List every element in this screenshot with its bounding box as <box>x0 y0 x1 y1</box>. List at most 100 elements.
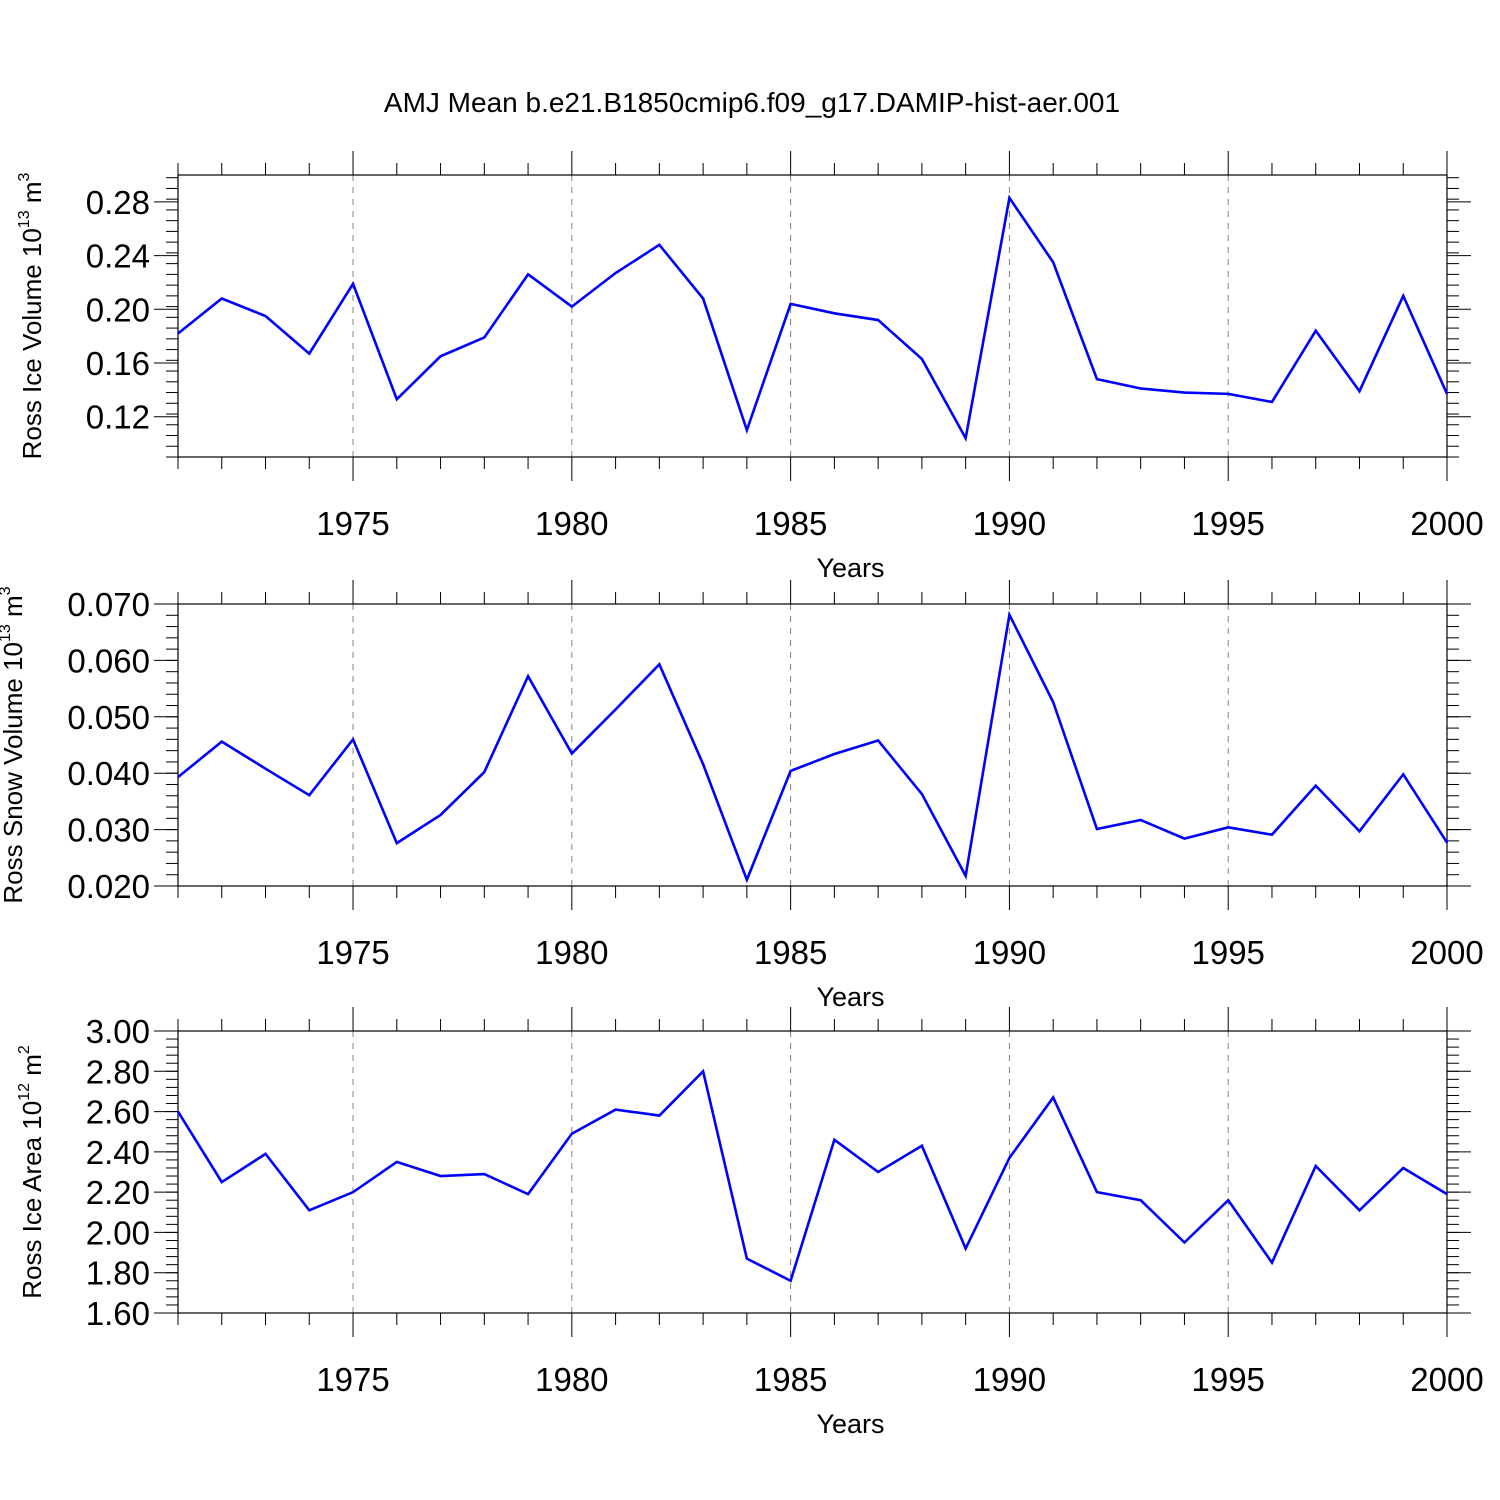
x-tick-label: 1990 <box>973 505 1046 542</box>
data-point <box>1096 378 1098 380</box>
data-point <box>1314 784 1317 787</box>
y-tick-label: 0.070 <box>67 586 150 623</box>
y-axis-title: Ross Ice Volume 1013 m3 <box>16 172 47 459</box>
data-point <box>1096 828 1098 830</box>
data-point <box>1227 1199 1230 1201</box>
plot-frame <box>177 1030 1448 1314</box>
data-point <box>746 429 748 431</box>
data-point <box>964 1247 967 1250</box>
data-point <box>877 319 879 321</box>
y-tick-label: 1.60 <box>86 1295 150 1332</box>
data-point <box>1314 329 1317 332</box>
data-point <box>921 358 923 360</box>
data-point <box>1402 295 1405 297</box>
data-point <box>921 793 923 795</box>
series-line <box>177 194 1449 443</box>
data-point <box>177 332 179 335</box>
data-point <box>833 753 836 755</box>
data-point <box>527 273 529 276</box>
data-point <box>264 767 267 770</box>
x-tick-label: 2000 <box>1410 934 1483 971</box>
data-point <box>264 315 267 317</box>
data-point <box>571 752 573 755</box>
data-point <box>614 1108 617 1111</box>
x-tick-label: 1980 <box>535 1361 608 1398</box>
panels: 0.12 0.16 0.20 0.24 0.28 1975 1980 1985 1990 1995… <box>0 151 1484 1439</box>
x-tick-label: 1995 <box>1191 505 1264 542</box>
data-point <box>1008 1157 1011 1159</box>
data-point <box>1271 401 1273 403</box>
data-point <box>964 875 967 877</box>
data-point <box>308 794 311 796</box>
y-tick-label: 0.16 <box>86 345 150 382</box>
x-tick-label: 1975 <box>316 505 389 542</box>
y-tick-label: 1.80 <box>86 1255 150 1292</box>
data-point <box>1183 837 1186 840</box>
data-point <box>1402 1167 1405 1169</box>
data-point <box>702 1070 704 1073</box>
data-point <box>789 303 792 305</box>
data-point <box>308 1209 311 1212</box>
data-point <box>1139 819 1142 821</box>
data-point <box>746 878 748 881</box>
y-tick-label: 0.20 <box>86 291 150 328</box>
data-point <box>789 770 792 772</box>
data-point <box>1139 387 1142 390</box>
y-tick-label: 0.28 <box>86 184 150 221</box>
x-tick-label: 1975 <box>316 934 389 971</box>
y-tick-label: 0.060 <box>67 642 150 679</box>
data-point <box>1358 390 1361 393</box>
x-tick-label: 1995 <box>1191 934 1264 971</box>
data-point <box>1183 391 1186 394</box>
y-tick-label: 2.60 <box>86 1094 150 1131</box>
x-tick-label: 1995 <box>1191 1361 1264 1398</box>
y-axis-title: Ross Snow Volume 1013 m3 <box>0 586 28 903</box>
y-axis-title: Ross Ice Area 1012 m2 <box>16 1045 47 1299</box>
x-tick-label: 1980 <box>535 934 608 971</box>
data-point <box>789 1279 792 1282</box>
data-point <box>877 739 879 742</box>
data-point <box>964 437 967 440</box>
data-point <box>1358 1209 1361 1212</box>
data-point <box>1402 773 1405 776</box>
y-tick-label: 3.00 <box>86 1013 150 1050</box>
y-tick-label: 2.40 <box>86 1134 150 1171</box>
data-point <box>352 282 354 285</box>
x-tick-label: 2000 <box>1410 505 1483 542</box>
data-point <box>1096 1191 1098 1193</box>
x-tick-label: 1975 <box>316 1361 389 1398</box>
data-point <box>264 1153 267 1155</box>
data-point <box>1052 1096 1054 1099</box>
x-tick-label: 1990 <box>973 1361 1046 1398</box>
data-point <box>658 244 661 246</box>
data-point <box>177 776 179 778</box>
y-tick-label: 2.80 <box>86 1053 150 1090</box>
data-point <box>833 1138 836 1141</box>
data-point <box>1446 393 1448 395</box>
x-axis-title: Years <box>816 982 884 1012</box>
data-point <box>702 297 704 300</box>
x-tick-label: 2000 <box>1410 1361 1483 1398</box>
series-line <box>176 1068 1448 1283</box>
y-tick-label: 0.12 <box>86 399 150 436</box>
data-point <box>1008 197 1011 199</box>
data-point <box>614 708 617 711</box>
y-tick-label: 0.050 <box>67 699 150 736</box>
data-point <box>308 352 311 355</box>
data-point <box>439 814 442 816</box>
data-point <box>483 771 486 773</box>
data-point <box>1446 1193 1448 1195</box>
y-tick-label: 0.020 <box>67 868 150 905</box>
plot-frame <box>177 174 1448 458</box>
data-point <box>177 1110 179 1113</box>
series-line <box>177 610 1449 884</box>
data-point <box>1358 830 1361 833</box>
data-point <box>1446 841 1448 844</box>
y-tick-label: 2.00 <box>86 1214 150 1251</box>
data-point <box>877 1171 879 1173</box>
data-point <box>921 1145 923 1147</box>
data-point <box>1271 1261 1273 1264</box>
data-point <box>220 740 223 743</box>
x-axis-title: Years <box>816 1409 884 1439</box>
